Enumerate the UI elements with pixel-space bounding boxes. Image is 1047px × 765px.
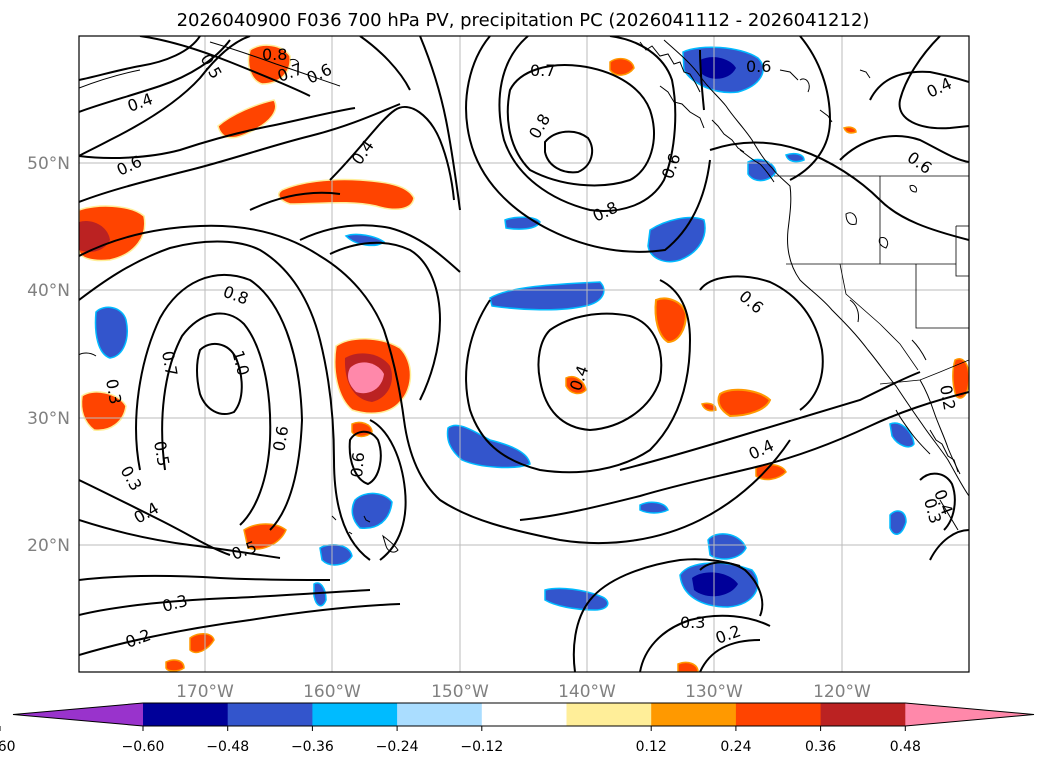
colorbar-swatch [566, 703, 652, 726]
lat-tick-label: 40°N [27, 281, 70, 301]
contour-label: 0.6 [746, 57, 771, 76]
pv-contours [79, 36, 969, 672]
colorbar-tick-label: −0.12 [460, 739, 503, 755]
lon-tick-label: 160°W [303, 682, 361, 702]
colorbar-swatch [820, 703, 906, 726]
contour-label: 0.5 [150, 439, 173, 467]
lon-tick-label: 170°W [176, 682, 234, 702]
figure-title: 2026040900 F036 700 hPa PV, precipitatio… [177, 10, 870, 31]
colorbar-tick-label: −0.60 [122, 739, 165, 755]
colorbar-tick-label: 0.36 [805, 739, 836, 755]
colorbar-tick-label: 0.48 [890, 739, 921, 755]
lat-axis: 50°N 40°N 30°N 20°N [27, 154, 70, 556]
contour-label: 0.7 [530, 61, 555, 80]
colorbar-swatch [143, 703, 229, 726]
colorbar-swatch [397, 703, 483, 726]
colorbar-swatch [227, 703, 313, 726]
colorbar-tick-label: 0.12 [636, 739, 667, 755]
political-borders [774, 175, 969, 385]
contour-label: 0.7 [158, 349, 181, 377]
contour-label: 0.6 [347, 451, 368, 478]
contour-label: 0.6 [269, 424, 292, 452]
colorbar-tick-label: 0.24 [720, 739, 751, 755]
lon-axis: 170°W 160°W 150°W 140°W 130°W 120°W [176, 682, 871, 702]
colorbar-tick-label: −0.36 [291, 739, 334, 755]
contour-label: 0.3 [102, 377, 125, 405]
precip-shading [79, 44, 969, 672]
lat-tick-label: 50°N [27, 154, 70, 174]
lat-tick-label: 20°N [27, 536, 70, 556]
lat-tick-label: 30°N [27, 409, 70, 429]
colorbar-swatch [651, 703, 737, 726]
colorbar-swatch [735, 703, 822, 726]
colorbar-tick-label: 0.60 [0, 739, 16, 755]
colorbar-tick-label: −0.24 [376, 739, 419, 755]
lon-tick-label: 140°W [558, 682, 616, 702]
colorbar-extend-low [13, 703, 143, 726]
contour-label: 0.3 [680, 613, 705, 632]
lon-tick-label: 150°W [431, 682, 489, 702]
map-background [79, 36, 969, 672]
gridlines [79, 36, 969, 672]
contour-label: 0.2 [936, 383, 959, 411]
contour-label: 0.8 [262, 45, 287, 64]
map-frame [78, 35, 970, 673]
colorbar-extend-high [905, 703, 1034, 726]
colorbar-swatch [312, 703, 398, 726]
lon-tick-label: 120°W [813, 682, 871, 702]
lon-tick-label: 130°W [685, 682, 743, 702]
colorbar: −0.60 −0.48 −0.36 −0.24 −0.12 0.12 0.24 0.36 0.4… [0, 702, 1035, 755]
colorbar-tick-label: −0.48 [206, 739, 249, 755]
map-panel: 0.5 0.8 0.7 0.6 0.4 0.6 0.4 0.8 0.7 1.0 … [27, 35, 970, 702]
colorbar-swatch [481, 703, 567, 726]
